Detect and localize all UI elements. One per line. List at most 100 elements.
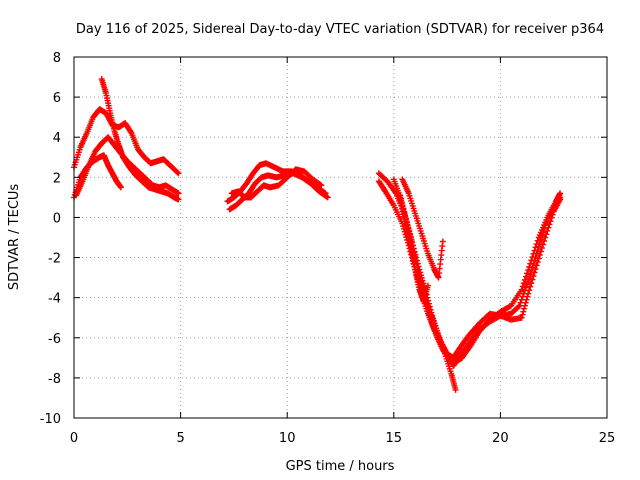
- data-point: [520, 280, 527, 287]
- y-axis-label: SDTVAR / TECUs: [7, 184, 22, 291]
- data-point: [537, 236, 544, 243]
- data-point: [425, 300, 432, 307]
- y-tick-label: -4: [48, 292, 61, 307]
- x-tick-labels: 0 5 10 15 20 25: [70, 431, 615, 446]
- data-point: [527, 271, 534, 278]
- data-point: [529, 264, 536, 271]
- data-point: [400, 205, 407, 212]
- data-point: [317, 181, 324, 188]
- x-tick-label: 25: [599, 431, 616, 446]
- data-point: [529, 276, 536, 283]
- data-point: [525, 290, 532, 297]
- x-tick-label: 15: [386, 431, 403, 446]
- data-point: [401, 228, 408, 235]
- data-point: [323, 193, 330, 200]
- data-point: [397, 195, 404, 202]
- data-point: [175, 170, 182, 177]
- data-point: [420, 280, 427, 287]
- y-tick-label: 6: [53, 91, 61, 106]
- data-point: [546, 221, 553, 228]
- data-point: [522, 299, 529, 306]
- data-point: [540, 241, 547, 248]
- data-point: [515, 303, 522, 310]
- grid-lines: [74, 57, 607, 418]
- data-point: [531, 257, 538, 264]
- axis-ticks: [73, 56, 608, 419]
- series-s5: [224, 160, 329, 205]
- x-tick-label: 5: [176, 431, 184, 446]
- x-tick-label: 10: [279, 431, 296, 446]
- data-point: [425, 297, 432, 304]
- data-point: [537, 248, 544, 255]
- data-point: [117, 184, 124, 191]
- data-point: [530, 273, 537, 280]
- data-point: [401, 211, 408, 218]
- data-point: [525, 278, 532, 285]
- data-point: [541, 238, 548, 245]
- y-tick-label: -10: [40, 412, 61, 427]
- data-point: [535, 255, 542, 262]
- y-tick-label: 4: [53, 131, 61, 146]
- data-point: [439, 238, 446, 245]
- data-point: [419, 277, 426, 284]
- data-point: [428, 309, 435, 316]
- chart-title: Day 116 of 2025, Sidereal Day-to-day VTE…: [76, 22, 604, 37]
- x-tick-label: 20: [492, 431, 509, 446]
- y-tick-label: -6: [48, 332, 61, 347]
- data-point: [175, 196, 182, 203]
- data-point: [527, 283, 534, 290]
- data-point: [530, 261, 537, 268]
- data-point: [519, 283, 526, 290]
- data-point: [536, 252, 543, 259]
- data-point: [535, 243, 542, 250]
- data-point: [534, 259, 541, 266]
- data-point: [522, 284, 529, 291]
- series-s12: [399, 176, 446, 281]
- data-point: [547, 218, 554, 225]
- data-point: [521, 276, 528, 283]
- data-point: [557, 196, 564, 203]
- data-point: [398, 198, 405, 205]
- data-point: [174, 169, 181, 176]
- data-point: [127, 128, 134, 135]
- data-point: [517, 299, 524, 306]
- data-point: [526, 275, 533, 282]
- data-point: [524, 281, 531, 288]
- series-s7: [228, 166, 325, 201]
- data-point: [544, 227, 551, 234]
- data-point: [175, 190, 182, 197]
- series-s4: [98, 76, 182, 203]
- series-s3: [71, 152, 124, 201]
- data-point: [397, 192, 404, 199]
- data-points: [71, 76, 564, 393]
- data-point: [528, 268, 535, 275]
- y-tick-label: -8: [48, 372, 61, 387]
- data-point: [524, 270, 531, 277]
- data-point: [538, 232, 545, 239]
- data-point: [533, 250, 540, 257]
- data-point: [538, 245, 545, 252]
- data-point: [401, 208, 408, 215]
- series-s13: [397, 192, 431, 305]
- y-tick-label: 2: [53, 171, 61, 186]
- data-point: [545, 224, 552, 231]
- data-point: [424, 282, 431, 289]
- y-tick-label: -2: [48, 252, 61, 267]
- y-tick-label: 8: [53, 51, 61, 66]
- data-point: [526, 287, 533, 294]
- data-point: [541, 225, 548, 232]
- series-s6: [226, 170, 331, 213]
- data-point: [531, 269, 538, 276]
- data-point: [533, 262, 540, 269]
- data-point: [522, 273, 529, 280]
- data-point: [548, 214, 555, 221]
- y-tick-labels: -10 -8 -6 -4 -2 0 2 4 6 8: [40, 51, 61, 427]
- data-point: [418, 274, 425, 281]
- data-point: [549, 211, 556, 218]
- data-point: [318, 182, 325, 189]
- data-point: [542, 234, 549, 241]
- data-point: [519, 311, 526, 318]
- data-point: [528, 280, 535, 287]
- data-point: [400, 223, 407, 230]
